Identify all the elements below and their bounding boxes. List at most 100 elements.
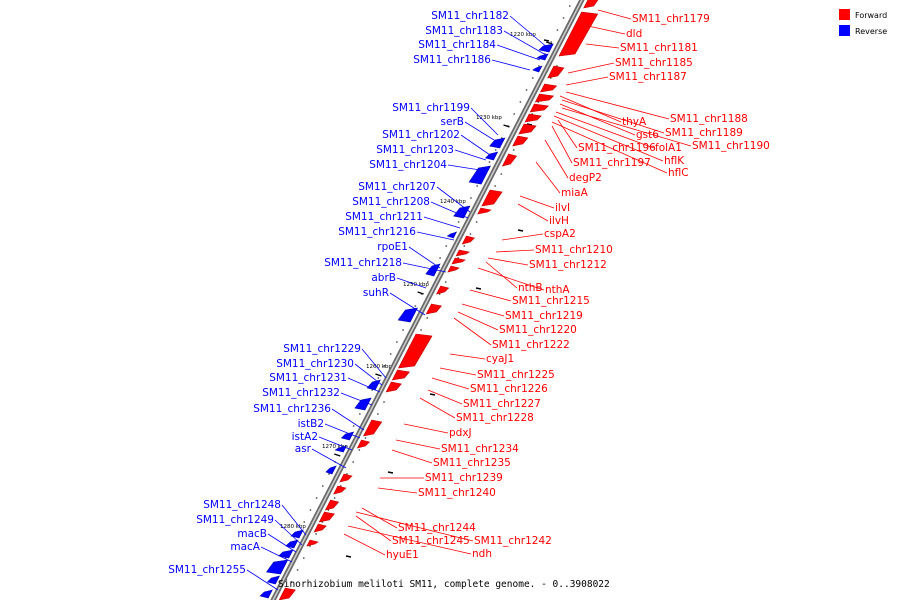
gene-label-sm11-chr1222[interactable]: SM11_chr1222 — [492, 339, 570, 351]
gene-label-sm11-chr1186[interactable]: SM11_chr1186 — [413, 54, 491, 66]
gene-label-sm11-chr1204[interactable]: SM11_chr1204 — [369, 159, 447, 171]
reverse-gene-feature — [334, 445, 347, 453]
forward-gene-feature — [539, 83, 558, 93]
gene-label-sm11-chr1220[interactable]: SM11_chr1220 — [499, 324, 577, 336]
gene-label-sm11-chr1183[interactable]: SM11_chr1183 — [425, 25, 503, 37]
gene-label-suhr[interactable]: suhR — [363, 287, 389, 299]
gene-label-ntha[interactable]: nthA — [545, 284, 570, 296]
gene-label-sm11-chr1239[interactable]: SM11_chr1239 — [425, 472, 503, 484]
gene-label-sm11-chr1229[interactable]: SM11_chr1229 — [283, 343, 361, 355]
leader-line — [416, 231, 455, 241]
gene-label-sm11-chr1203[interactable]: SM11_chr1203 — [376, 144, 454, 156]
gene-label-sm11-chr1230[interactable]: SM11_chr1230 — [276, 358, 354, 370]
kbp-tick-label: 1270 kbp — [322, 444, 348, 450]
gene-label-sm11-chr1188[interactable]: SM11_chr1188 — [670, 113, 748, 125]
gene-label-cspa2[interactable]: cspA2 — [544, 228, 576, 240]
minor-tick — [376, 413, 379, 415]
gene-label-sm11-chr1190[interactable]: SM11_chr1190 — [692, 140, 770, 152]
gene-label-sm11-chr1189[interactable]: SM11_chr1189 — [665, 127, 743, 139]
gene-label-sm11-chr1179[interactable]: SM11_chr1179 — [632, 13, 710, 25]
minor-tick — [568, 5, 571, 7]
gene-label-sm11-chr1244[interactable]: SM11_chr1244 — [398, 522, 476, 534]
gene-label-sm11-chr1236[interactable]: SM11_chr1236 — [253, 403, 331, 415]
gene-label-sm11-chr1228[interactable]: SM11_chr1228 — [456, 412, 534, 424]
gene-label-degp2[interactable]: degP2 — [569, 172, 602, 184]
gene-label-sm11-chr1215[interactable]: SM11_chr1215 — [512, 295, 590, 307]
kbp-tick-label: 1240 kbp — [440, 199, 466, 205]
gene-label-sm11-chr1187[interactable]: SM11_chr1187 — [609, 71, 687, 83]
gene-label-sm11-chr1240[interactable]: SM11_chr1240 — [418, 487, 496, 499]
gene-label-ilvi[interactable]: ilvI — [555, 202, 570, 214]
gene-label-sm11-chr1231[interactable]: SM11_chr1231 — [269, 372, 347, 384]
gene-label-sm11-chr1208[interactable]: SM11_chr1208 — [352, 196, 430, 208]
gene-label-thya[interactable]: thyA — [622, 116, 647, 128]
gene-label-sm11-chr1197[interactable]: SM11_chr1197 — [573, 157, 651, 169]
gene-label-ilvh[interactable]: ilvH — [549, 215, 569, 227]
gene-label-sm11-chr1218[interactable]: SM11_chr1218 — [324, 257, 402, 269]
minor-tick — [352, 461, 355, 463]
gene-label-sm11-chr1211[interactable]: SM11_chr1211 — [345, 211, 423, 223]
leader-line — [431, 377, 470, 390]
minor-tick — [488, 161, 491, 163]
gene-label-macb[interactable]: macB — [237, 528, 267, 540]
gene-label-istb2[interactable]: istB2 — [298, 418, 324, 430]
gene-label-gst6[interactable]: gst6 — [636, 129, 659, 141]
gene-label-pdxj[interactable]: pdxJ — [449, 427, 472, 439]
leader-line — [267, 533, 297, 553]
gene-label-sm11-chr1226[interactable]: SM11_chr1226 — [470, 383, 548, 395]
gene-label-sm11-chr1242[interactable]: SM11_chr1242 — [474, 535, 552, 547]
leader-line — [464, 121, 495, 141]
gene-label-sm11-chr1212[interactable]: SM11_chr1212 — [529, 259, 607, 271]
gene-label-sm11-chr1196[interactable]: SM11_chr1196 — [578, 142, 656, 154]
gene-label-sm11-chr1245[interactable]: SM11_chr1245 — [392, 535, 470, 547]
gene-label-sm11-chr1249[interactable]: SM11_chr1249 — [196, 514, 274, 526]
gene-label-fola1[interactable]: folA1 — [655, 142, 682, 154]
leader-line — [246, 569, 279, 591]
gene-label-sm11-chr1185[interactable]: SM11_chr1185 — [615, 57, 693, 69]
leader-line — [551, 121, 668, 174]
gene-label-asr[interactable]: asr — [295, 443, 312, 455]
gene-label-sm11-chr1235[interactable]: SM11_chr1235 — [433, 457, 511, 469]
gene-label-sm11-chr1216[interactable]: SM11_chr1216 — [338, 226, 416, 238]
gene-label-sm11-chr1219[interactable]: SM11_chr1219 — [505, 310, 583, 322]
gene-label-sm11-chr1255[interactable]: SM11_chr1255 — [168, 564, 246, 576]
reverse-gene-feature — [538, 43, 554, 53]
gene-label-miaa[interactable]: miaA — [561, 187, 589, 199]
minor-tick — [395, 341, 398, 343]
gene-label-sm11-chr1184[interactable]: SM11_chr1184 — [418, 39, 496, 51]
minor-tick — [302, 557, 305, 559]
gene-label-hflk[interactable]: hflK — [664, 155, 685, 167]
gene-label-hflc[interactable]: hflC — [668, 167, 689, 179]
leader-line — [460, 134, 491, 156]
gene-label-sm11-chr1227[interactable]: SM11_chr1227 — [463, 398, 541, 410]
gene-label-sm11-chr1202[interactable]: SM11_chr1202 — [382, 129, 460, 141]
gene-label-sm11-chr1232[interactable]: SM11_chr1232 — [262, 387, 340, 399]
minor-tick — [402, 329, 404, 331]
gene-label-sm11-chr1210[interactable]: SM11_chr1210 — [535, 244, 613, 256]
gene-label-rpoe1[interactable]: rpoE1 — [377, 241, 408, 253]
leader-line — [395, 439, 441, 450]
gene-label-hyue1[interactable]: hyuE1 — [386, 549, 419, 561]
leader-line — [587, 25, 626, 35]
gene-label-sm11-chr1248[interactable]: SM11_chr1248 — [203, 499, 281, 511]
gene-label-maca[interactable]: macA — [230, 541, 260, 553]
gene-label-abrb[interactable]: abrB — [371, 272, 396, 284]
minor-tick — [309, 509, 312, 511]
gene-label-sm11-chr1234[interactable]: SM11_chr1234 — [441, 443, 519, 455]
minor-tick — [328, 473, 330, 475]
gene-label-dld[interactable]: dld — [626, 28, 642, 40]
gene-label-ista2[interactable]: istA2 — [292, 431, 318, 443]
gene-label-ndh[interactable]: ndh — [472, 548, 492, 560]
gene-label-sm11-chr1181[interactable]: SM11_chr1181 — [620, 42, 698, 54]
gene-features — [259, 0, 599, 600]
leader-line — [503, 30, 547, 56]
gene-label-serb[interactable]: serB — [441, 116, 464, 128]
leader-line — [318, 436, 353, 451]
gene-label-sm11-chr1225[interactable]: SM11_chr1225 — [477, 369, 555, 381]
gene-label-sm11-chr1199[interactable]: SM11_chr1199 — [392, 102, 470, 114]
minor-tick — [476, 185, 479, 187]
gene-label-cyaj1[interactable]: cyaJ1 — [486, 353, 514, 365]
gene-label-nthb[interactable]: nthB — [518, 282, 543, 294]
gene-label-sm11-chr1182[interactable]: SM11_chr1182 — [431, 10, 509, 22]
gene-label-sm11-chr1207[interactable]: SM11_chr1207 — [358, 181, 436, 193]
